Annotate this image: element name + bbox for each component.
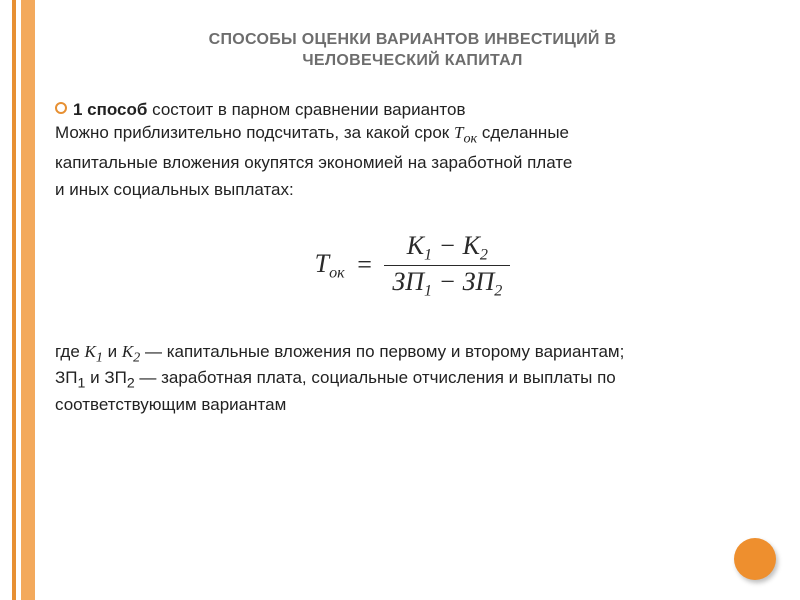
lg2-zp2-sub: 2 <box>127 376 135 392</box>
formula-lhs-sym: T <box>315 249 329 278</box>
p1-a: Можно приблизительно подсчитать, за како… <box>55 123 454 142</box>
num-k1-sub: 1 <box>424 247 432 264</box>
slide-content: СПОСОБЫ ОЦЕНКИ ВАРИАНТОВ ИНВЕСТИЦИЙ В ЧЕ… <box>55 30 770 417</box>
title-line-1: СПОСОБЫ ОЦЕНКИ ВАРИАНТОВ ИНВЕСТИЦИЙ В <box>209 31 617 48</box>
lg1-k1-sub: 1 <box>96 349 103 365</box>
legend-line-3: соответствующим вариантам <box>55 394 770 417</box>
p1-b: сделанные <box>477 123 569 142</box>
lg1-k1: К <box>85 342 96 361</box>
bullet-ring-icon <box>55 102 67 114</box>
equals-sign: = <box>357 250 372 280</box>
formula-lhs-sub: ок <box>329 264 345 281</box>
den-zp2: ЗП <box>463 267 495 296</box>
bullet-item-1: 1 способ состоит в парном сравнении вари… <box>55 100 770 120</box>
left-stripe-inner <box>21 0 35 600</box>
lg1-k2: К <box>122 342 133 361</box>
title-line-2: ЧЕЛОВЕЧЕСКИЙ КАПИТАЛ <box>302 52 522 69</box>
lg2-zp1: ЗП <box>55 368 78 387</box>
den-zp1-sub: 1 <box>424 283 432 300</box>
p1-tok-sub: ок <box>463 130 477 146</box>
left-stripe-outer <box>12 0 16 600</box>
slide-title: СПОСОБЫ ОЦЕНКИ ВАРИАНТОВ ИНВЕСТИЦИЙ В ЧЕ… <box>55 30 770 72</box>
num-minus: − <box>432 231 463 260</box>
corner-circle-icon <box>734 538 776 580</box>
bullet-rest: состоит в парном сравнении вариантов <box>147 100 465 119</box>
lg2-rest: — заработная плата, социальные отчислени… <box>135 368 616 387</box>
formula-fraction: К1 − К2 ЗП1 − ЗП2 <box>384 230 510 301</box>
paragraph-line-1: Можно приблизительно подсчитать, за како… <box>55 122 770 149</box>
lg1-and: и <box>103 342 122 361</box>
bullet-strong: 1 способ <box>73 100 147 119</box>
formula: Tок = К1 − К2 ЗП1 − ЗП2 <box>315 230 511 301</box>
slide: СПОСОБЫ ОЦЕНКИ ВАРИАНТОВ ИНВЕСТИЦИЙ В ЧЕ… <box>0 0 800 600</box>
den-minus: − <box>432 267 463 296</box>
legend-line-1: где К1 и К2 — капитальные вложения по пе… <box>55 341 770 368</box>
num-k1: К <box>407 231 424 260</box>
formula-numerator: К1 − К2 <box>384 230 510 266</box>
paragraph-line-3: и иных социальных выплатах: <box>55 179 770 202</box>
den-zp1: ЗП <box>392 267 424 296</box>
paragraph-line-2: капитальные вложения окупятся экономией … <box>55 152 770 175</box>
legend-line-2: ЗП1 и ЗП2 — заработная плата, социальные… <box>55 367 770 394</box>
lg2-and: и ЗП <box>85 368 126 387</box>
legend-block: где К1 и К2 — капитальные вложения по пе… <box>55 341 770 417</box>
formula-denominator: ЗП1 − ЗП2 <box>384 266 510 301</box>
num-k2: К <box>463 231 480 260</box>
den-zp2-sub: 2 <box>494 283 502 300</box>
lg1-b: — капитальные вложения по первому и втор… <box>140 342 624 361</box>
formula-block: Tок = К1 − К2 ЗП1 − ЗП2 <box>55 230 770 301</box>
formula-lhs: Tок <box>315 249 345 283</box>
lg1-a: где <box>55 342 85 361</box>
num-k2-sub: 2 <box>480 247 488 264</box>
